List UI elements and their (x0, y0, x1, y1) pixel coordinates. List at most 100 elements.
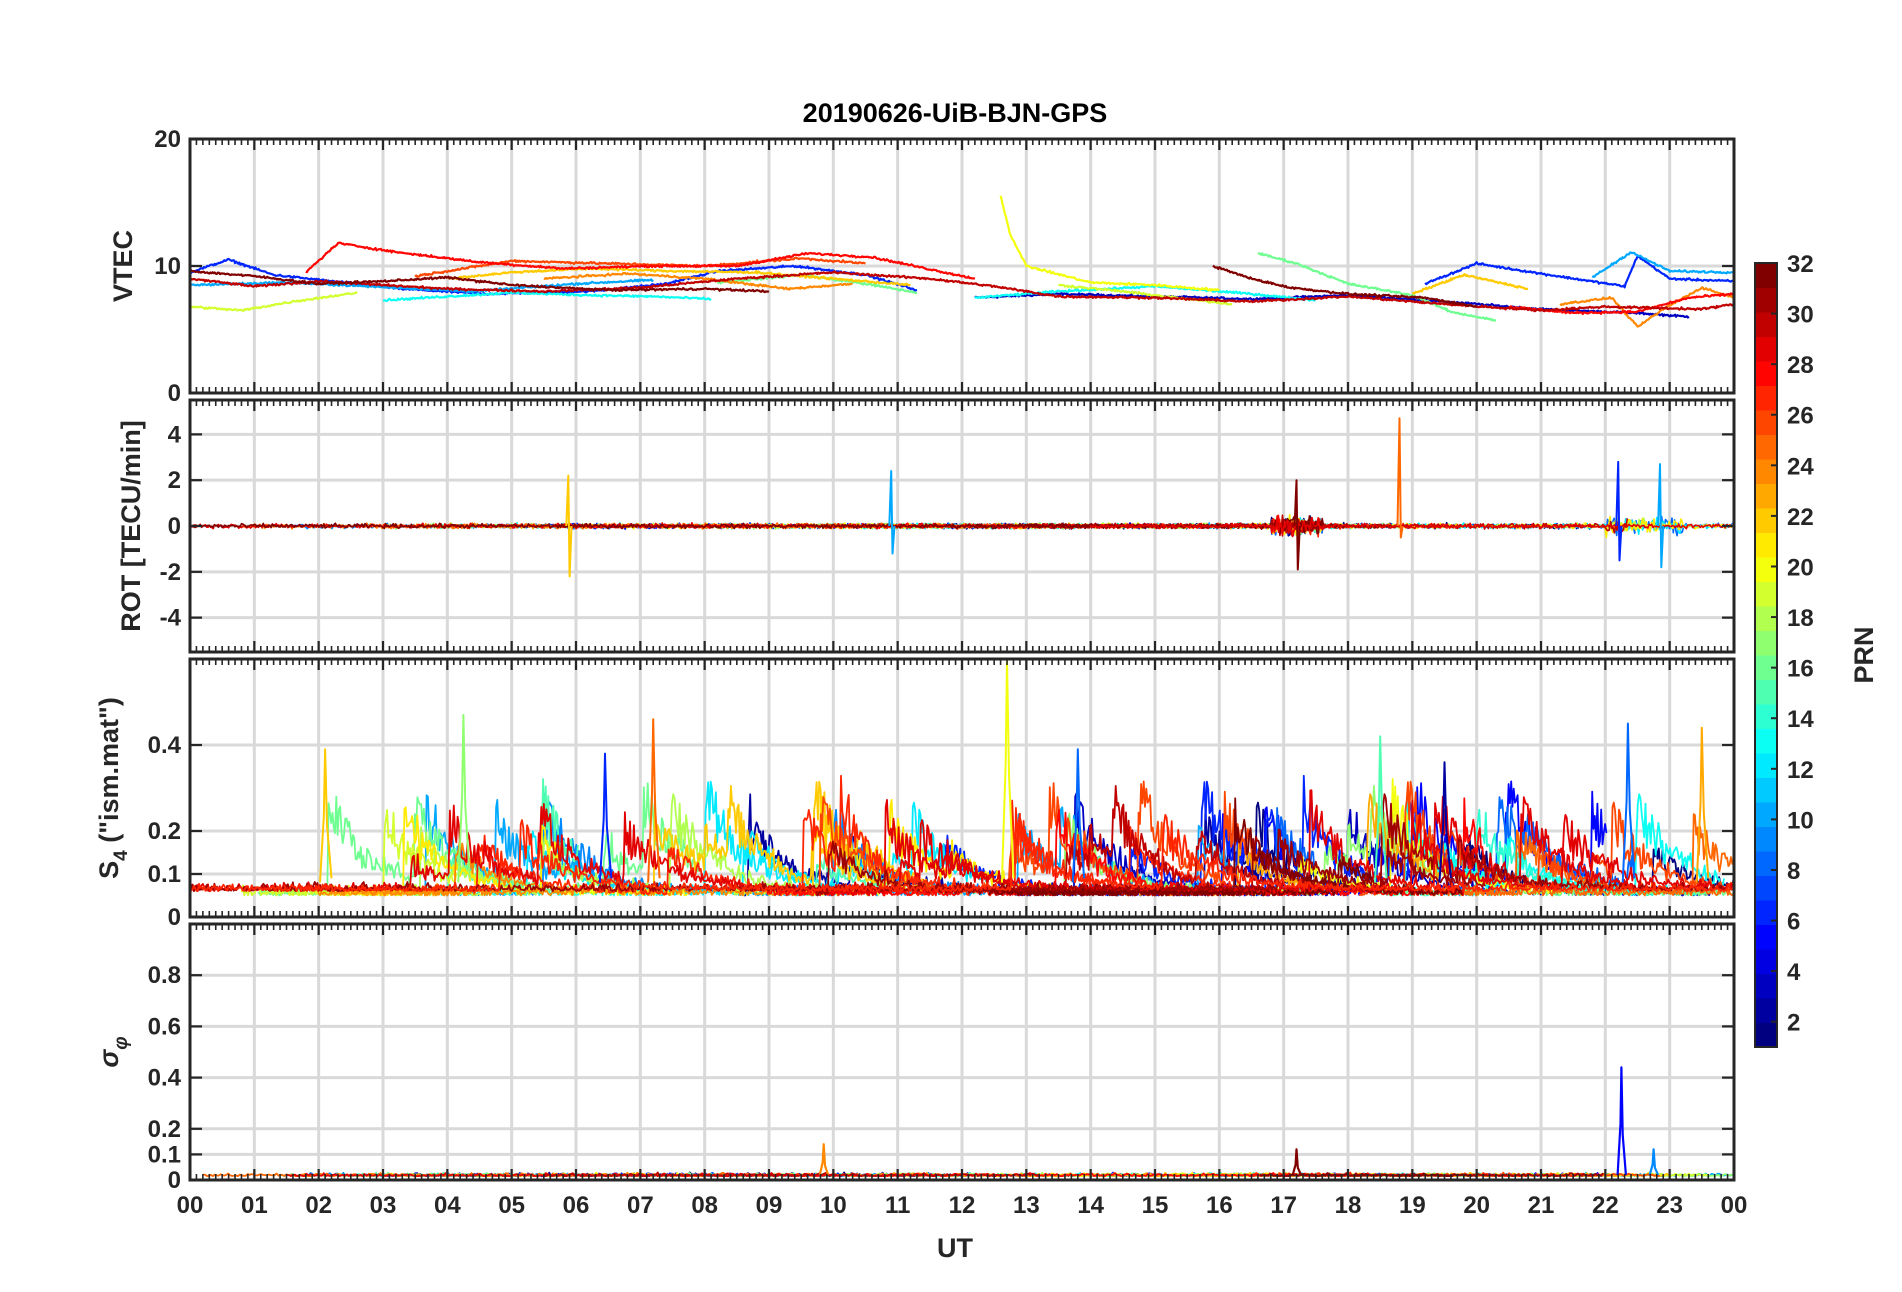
colorbar-tick-label: 14 (1787, 706, 1814, 733)
colorbar-band (1755, 949, 1777, 974)
s4-peak-prn-20 (1000, 659, 1015, 883)
colorbar-band (1755, 728, 1777, 754)
s4-peak-prn-8 (1621, 722, 1636, 883)
x-tick-label: 21 (1528, 1192, 1555, 1219)
colorbar-band (1755, 385, 1777, 411)
s4-peak-prn-15 (1374, 735, 1388, 883)
colorbar-band (1755, 851, 1777, 876)
vtec-ytick-label: 10 (154, 253, 181, 280)
x-tick-label: 00 (1721, 1192, 1748, 1219)
colorbar-band (1755, 1022, 1777, 1048)
x-tick-label: 02 (305, 1192, 332, 1219)
colorbar-tick-label: 16 (1787, 656, 1814, 683)
colorbar-label: PRN (1849, 626, 1879, 683)
panel-rot: -4 -2 0 2 4 ROT [TECU/min] (116, 398, 1736, 654)
colorbar-band (1755, 606, 1777, 631)
sigphi-series-prn-32 (1259, 1172, 1473, 1178)
s4-ytick-label: 0.1 (148, 861, 181, 888)
colorbar-frame (1754, 262, 1778, 1048)
sigphi-peak-prn-24 (818, 1143, 830, 1176)
colorbar-tick-label: 4 (1787, 959, 1801, 986)
s4-series-prn-31 (190, 828, 1734, 893)
sigphi-y-label-main: σ (94, 1049, 124, 1068)
s4-series-prn-26 (1358, 780, 1734, 897)
sigphi-peak-prn-5 (1616, 1066, 1627, 1175)
rot-ytick-label: -2 (160, 559, 181, 586)
rot-spike-prn-10 (1657, 463, 1665, 569)
x-tick-label: 04 (434, 1192, 461, 1219)
rot-ytick-label: 2 (168, 467, 181, 494)
sigphi-series-prn-30 (543, 1171, 1041, 1177)
colorbar-band (1755, 581, 1777, 607)
vtec-series-prn-24 (543, 272, 853, 291)
colorbar-band (1755, 287, 1777, 313)
colorbar-tick-label: 32 (1787, 251, 1814, 278)
s4-peak-prn-25 (647, 718, 661, 883)
colorbar-band (1755, 679, 1777, 705)
colorbar-band (1755, 973, 1777, 999)
sigphi-y-label-sub: φ (111, 1036, 132, 1049)
sigphi-lines (203, 1066, 1734, 1178)
colorbar-band (1755, 361, 1777, 386)
colorbar-band (1755, 312, 1777, 337)
sigphi-ytick-label: 0.1 (148, 1141, 181, 1168)
s4-y-label-rest: ("ism.mat") (94, 697, 124, 850)
colorbar-tick-label: 2 (1787, 1010, 1800, 1037)
s4-series-prn-22 (616, 785, 964, 896)
colorbar-band (1755, 924, 1777, 950)
s4-peak-prn-22 (319, 748, 333, 883)
vtec-ytick-label: 20 (154, 126, 181, 153)
vtec-ytick-label: 0 (168, 380, 181, 407)
s4-peak-prn-2 (1438, 761, 1452, 883)
x-tick-label: 06 (563, 1192, 590, 1219)
vtec-series-prn-24 (1559, 286, 1734, 328)
sigphi-peak-prn-9 (1648, 1148, 1660, 1176)
colorbar-band (1755, 336, 1777, 362)
x-tick-label: 00 (177, 1192, 204, 1219)
colorbar-band (1755, 777, 1777, 803)
s4-y-label-main: S (94, 861, 124, 879)
rot-ytick-label: 0 (168, 513, 181, 540)
s4-series-prn-29 (190, 799, 1734, 893)
x-tick-label: 10 (820, 1192, 847, 1219)
x-tick-label: 19 (1399, 1192, 1426, 1219)
rot-spike-prn-22 (565, 474, 573, 578)
s4-series-prn-26 (775, 780, 1266, 897)
vtec-series-prn-28 (305, 241, 976, 280)
vtec-series-prn-13 (383, 290, 712, 303)
colorbar-band (1755, 410, 1777, 435)
vtec-series-prn-22 (446, 266, 911, 287)
colorbar-band (1755, 508, 1777, 533)
colorbar-band (1755, 263, 1777, 288)
s4-peak-prn-17 (457, 713, 471, 883)
s4-peak-prn-8 (1071, 748, 1086, 883)
s4-ytick-label: 0 (168, 904, 181, 931)
colorbar-tick-label: 10 (1787, 807, 1814, 834)
s4-y-label: S4 ("ism.mat") (94, 697, 132, 879)
sigphi-ytick-label: 0.6 (148, 1013, 181, 1040)
rot-ytick-label: -4 (160, 605, 182, 632)
colorbar-band (1755, 434, 1777, 460)
colorbar-tick-label: 26 (1787, 403, 1814, 430)
rot-spike-prn-10 (888, 470, 896, 555)
vtec-series-prn-20 (999, 195, 1220, 292)
rot-spike-prn-25 (1396, 417, 1404, 539)
s4-lines (190, 659, 1734, 897)
rot-y-label: ROT [TECU/min] (116, 420, 146, 631)
s4-series-prn-22 (793, 780, 929, 896)
colorbar-tick-label: 18 (1787, 605, 1814, 632)
vtec-series-prn-16 (1257, 252, 1497, 322)
colorbar-tick-label: 12 (1787, 757, 1814, 784)
x-tick-label: 07 (627, 1192, 654, 1219)
vtec-series-prn-32 (190, 269, 770, 294)
colorbar-band (1755, 826, 1777, 852)
vtec-series-prn-10 (190, 278, 654, 294)
s4-ytick-label: 0.2 (148, 818, 181, 845)
colorbar-band (1755, 998, 1777, 1023)
s4-peak-prn-6 (598, 752, 613, 883)
vtec-series-prn-10 (1591, 251, 1734, 279)
x-tick-label: 18 (1335, 1192, 1362, 1219)
x-tick-label: 12 (949, 1192, 976, 1219)
panel-s4: 0 0.1 0.2 0.4 S4 ("ism.mat") (94, 657, 1736, 931)
